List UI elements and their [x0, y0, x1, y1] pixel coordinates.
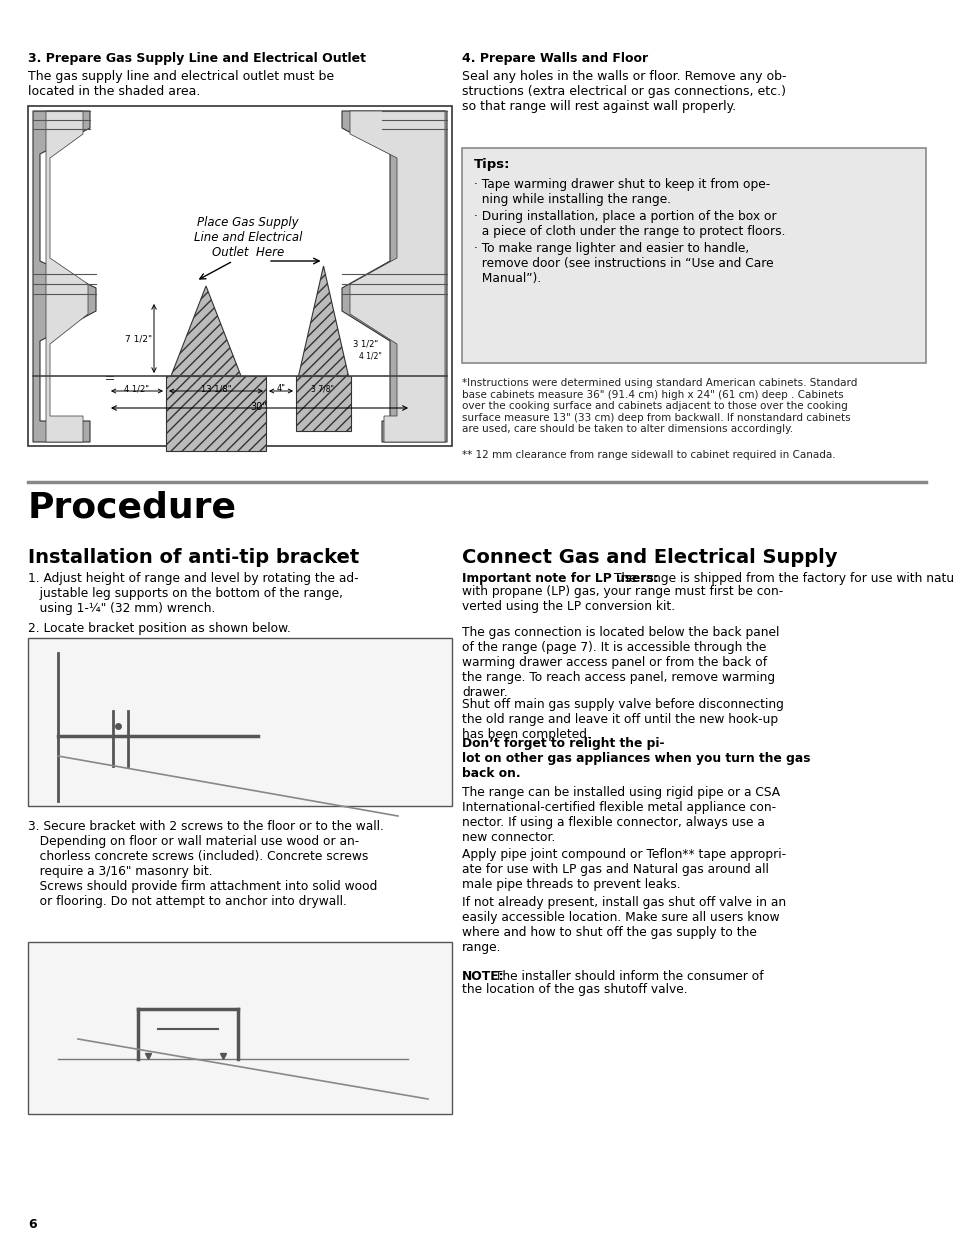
Text: Apply pipe joint compound or Teflon** tape appropri-
ate for use with LP gas and: Apply pipe joint compound or Teflon** ta… [461, 848, 785, 890]
Text: Shut off main gas supply valve before disconnecting
the old range and leave it o: Shut off main gas supply valve before di… [461, 698, 783, 741]
Text: The gas connection is located below the back panel
of the range (page 7). It is : The gas connection is located below the … [461, 626, 779, 699]
Text: The installer should inform the consumer of: The installer should inform the consumer… [491, 969, 762, 983]
Polygon shape [171, 287, 241, 375]
Text: The gas supply line and electrical outlet must be
located in the shaded area.: The gas supply line and electrical outle… [28, 70, 334, 98]
Text: 3 1/2": 3 1/2" [353, 340, 377, 348]
Text: *Instructions were determined using standard American cabinets. Standard
base ca: *Instructions were determined using stan… [461, 378, 857, 435]
Text: 13 1/8": 13 1/8" [200, 384, 231, 393]
Polygon shape [33, 111, 96, 442]
Text: · Tape warming drawer shut to keep it from ope-
  ning while installing the rang: · Tape warming drawer shut to keep it fr… [474, 178, 769, 206]
Polygon shape [341, 111, 447, 442]
Text: 30": 30" [251, 403, 267, 412]
Text: Installation of anti-tip bracket: Installation of anti-tip bracket [28, 548, 359, 567]
Text: The range can be installed using rigid pipe or a CSA
International-certified fle: The range can be installed using rigid p… [461, 785, 780, 844]
Text: Don’t forget to relight the pi-
lot on other gas appliances when you turn the ga: Don’t forget to relight the pi- lot on o… [461, 737, 810, 781]
Bar [166, 375, 266, 451]
Text: 6: 6 [28, 1218, 36, 1231]
Text: · During installation, place a portion of the box or
  a piece of cloth under th: · During installation, place a portion o… [474, 210, 784, 238]
Text: Connect Gas and Electrical Supply: Connect Gas and Electrical Supply [461, 548, 837, 567]
Bar [28, 638, 452, 806]
Bar [28, 942, 452, 1114]
Text: The range is shipped from the factory for use with natural gas. For use: The range is shipped from the factory fo… [610, 572, 953, 585]
Text: 4": 4" [276, 384, 285, 393]
Text: NOTE:: NOTE: [461, 969, 504, 983]
Text: If not already present, install gas shut off valve in an
easily accessible locat: If not already present, install gas shut… [461, 897, 785, 953]
Polygon shape [350, 111, 444, 442]
Text: 1. Adjust height of range and level by rotating the ad-
   justable leg supports: 1. Adjust height of range and level by r… [28, 572, 358, 615]
Text: 4. Prepare Walls and Floor: 4. Prepare Walls and Floor [461, 52, 647, 65]
Polygon shape [46, 111, 88, 442]
Polygon shape [298, 266, 348, 375]
Text: · To make range lighter and easier to handle,
  remove door (see instructions in: · To make range lighter and easier to ha… [474, 242, 773, 285]
Text: Procedure: Procedure [28, 490, 236, 524]
Text: with propane (LP) gas, your range must first be con-
verted using the LP convers: with propane (LP) gas, your range must f… [461, 585, 782, 613]
Text: Seal any holes in the walls or floor. Remove any ob-
structions (extra electrica: Seal any holes in the walls or floor. Re… [461, 70, 785, 112]
Text: Important note for LP users:: Important note for LP users: [461, 572, 659, 585]
Bar [28, 106, 452, 446]
Text: ** 12 mm clearance from range sidewall to cabinet required in Canada.: ** 12 mm clearance from range sidewall t… [461, 450, 835, 459]
Text: 3. Secure bracket with 2 screws to the floor or to the wall.
   Depending on flo: 3. Secure bracket with 2 screws to the f… [28, 820, 383, 908]
Bar [461, 148, 925, 363]
Text: Place Gas Supply
Line and Electrical
Outlet  Here: Place Gas Supply Line and Electrical Out… [193, 216, 302, 259]
Text: 3. Prepare Gas Supply Line and Electrical Outlet: 3. Prepare Gas Supply Line and Electrica… [28, 52, 366, 65]
Text: 4 1/2": 4 1/2" [358, 352, 381, 361]
Bar [295, 375, 351, 431]
Text: 4 1/2": 4 1/2" [125, 384, 150, 393]
Text: 2. Locate bracket position as shown below.: 2. Locate bracket position as shown belo… [28, 622, 291, 635]
Text: Tips:: Tips: [474, 158, 510, 170]
Text: 7 1/2": 7 1/2" [125, 335, 152, 343]
Text: 3 7/8": 3 7/8" [312, 384, 335, 393]
Text: the location of the gas shutoff valve.: the location of the gas shutoff valve. [461, 983, 687, 995]
